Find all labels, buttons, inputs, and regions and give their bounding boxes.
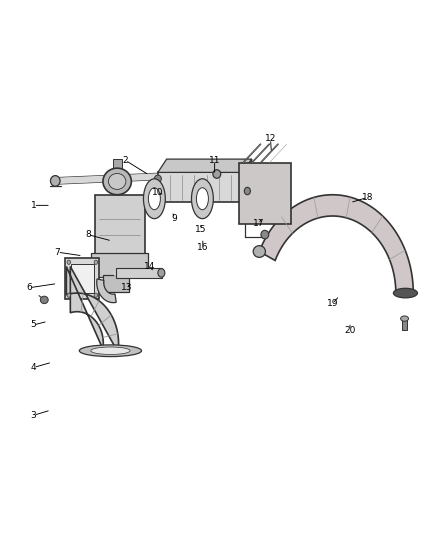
Ellipse shape — [144, 179, 165, 219]
Text: 8: 8 — [85, 230, 91, 239]
Ellipse shape — [253, 246, 265, 257]
Text: 18: 18 — [362, 193, 373, 202]
Text: 7: 7 — [55, 248, 60, 257]
Bar — [402, 319, 407, 330]
Polygon shape — [243, 159, 252, 201]
Ellipse shape — [196, 188, 208, 209]
Polygon shape — [67, 266, 119, 352]
Bar — [239, 163, 291, 224]
Text: 2: 2 — [122, 156, 128, 165]
Ellipse shape — [94, 293, 98, 297]
Ellipse shape — [148, 188, 160, 209]
Text: 3: 3 — [31, 411, 36, 420]
Ellipse shape — [67, 260, 71, 264]
Ellipse shape — [103, 168, 131, 195]
Ellipse shape — [94, 260, 98, 264]
Bar — [158, 172, 243, 201]
Ellipse shape — [79, 345, 141, 357]
Bar — [95, 195, 145, 256]
Ellipse shape — [154, 175, 161, 182]
Ellipse shape — [401, 316, 409, 321]
Text: 5: 5 — [31, 320, 36, 329]
Text: 15: 15 — [195, 225, 206, 234]
Ellipse shape — [91, 347, 130, 354]
Bar — [65, 258, 99, 300]
Text: 10: 10 — [152, 188, 164, 197]
Bar — [103, 275, 130, 292]
Text: 17: 17 — [253, 220, 264, 229]
Polygon shape — [97, 279, 116, 303]
Ellipse shape — [393, 288, 417, 298]
Ellipse shape — [67, 293, 71, 297]
Text: 19: 19 — [327, 299, 338, 308]
Ellipse shape — [261, 230, 269, 239]
Polygon shape — [259, 195, 413, 293]
Bar — [113, 159, 121, 168]
Ellipse shape — [213, 169, 221, 178]
Text: 20: 20 — [344, 326, 356, 335]
Bar — [71, 264, 94, 293]
Text: 6: 6 — [26, 283, 32, 292]
Text: 14: 14 — [144, 262, 155, 271]
Ellipse shape — [191, 179, 213, 219]
Text: 12: 12 — [265, 134, 276, 143]
Text: 11: 11 — [209, 156, 220, 165]
Ellipse shape — [40, 296, 48, 304]
Text: 9: 9 — [172, 214, 177, 223]
Ellipse shape — [158, 269, 165, 277]
Bar — [117, 268, 162, 278]
Text: 16: 16 — [197, 244, 208, 253]
Polygon shape — [158, 159, 252, 172]
Ellipse shape — [50, 175, 60, 186]
Ellipse shape — [244, 187, 251, 195]
Text: 1: 1 — [31, 201, 36, 210]
Text: 13: 13 — [121, 283, 132, 292]
Text: 4: 4 — [31, 363, 36, 372]
Polygon shape — [55, 171, 217, 184]
Bar — [91, 253, 148, 277]
Ellipse shape — [109, 173, 126, 189]
